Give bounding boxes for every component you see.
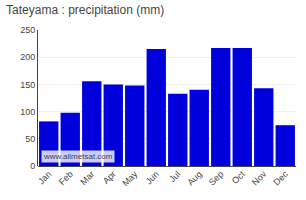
svg-text:Dec: Dec bbox=[271, 169, 290, 188]
svg-text:www.allmetsat.com: www.allmetsat.com bbox=[43, 152, 113, 161]
svg-text:Tateyama : precipitation (mm): Tateyama : precipitation (mm) bbox=[6, 3, 164, 17]
svg-text:150: 150 bbox=[20, 80, 35, 90]
svg-text:50: 50 bbox=[25, 134, 35, 144]
svg-text:100: 100 bbox=[20, 107, 35, 117]
svg-text:Feb: Feb bbox=[57, 169, 75, 187]
svg-text:Apr: Apr bbox=[101, 169, 118, 186]
svg-text:Mar: Mar bbox=[78, 169, 96, 187]
svg-text:May: May bbox=[120, 169, 139, 188]
svg-text:250: 250 bbox=[20, 25, 35, 35]
svg-text:0: 0 bbox=[30, 161, 35, 171]
svg-text:200: 200 bbox=[20, 52, 35, 62]
svg-text:Jul: Jul bbox=[167, 169, 182, 184]
svg-text:Aug: Aug bbox=[185, 169, 203, 187]
svg-text:Jan: Jan bbox=[36, 169, 53, 186]
svg-text:Jun: Jun bbox=[144, 169, 161, 186]
svg-text:Oct: Oct bbox=[230, 169, 247, 186]
svg-text:Sep: Sep bbox=[207, 169, 225, 187]
svg-text:Nov: Nov bbox=[250, 169, 269, 188]
